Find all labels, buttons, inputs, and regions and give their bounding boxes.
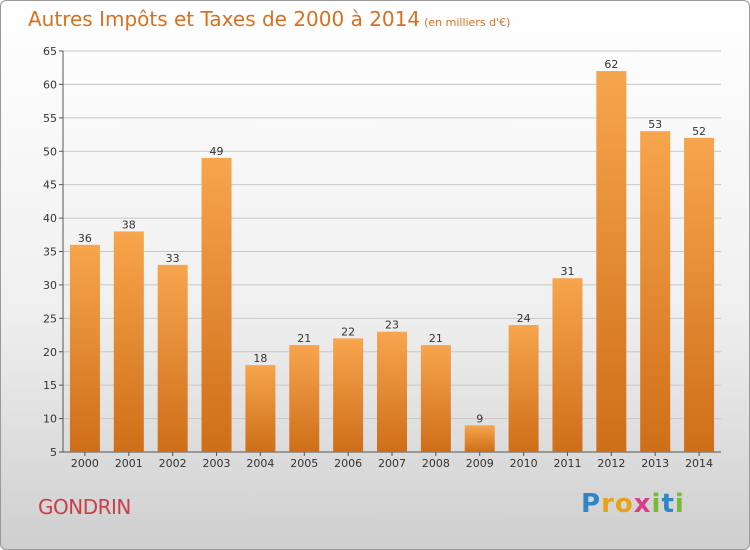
y-tick-label: 15 — [43, 379, 57, 392]
bar — [157, 264, 188, 452]
x-tick-label: 2009 — [466, 457, 494, 470]
y-tick-label: 5 — [50, 446, 57, 459]
x-tick-label: 2013 — [641, 457, 669, 470]
x-tick-label: 2012 — [597, 457, 625, 470]
x-tick-label: 2003 — [203, 457, 231, 470]
bar-value-label: 49 — [210, 145, 224, 158]
bar — [420, 345, 451, 452]
bar-value-label: 36 — [78, 232, 92, 245]
x-tick-label: 2008 — [422, 457, 450, 470]
x-tick-label: 2011 — [553, 457, 581, 470]
logo-letter: i — [651, 489, 662, 519]
bar-value-label: 22 — [341, 325, 355, 338]
bar — [201, 157, 232, 452]
chart-subtitle: (en milliers d'€) — [424, 16, 511, 29]
bar-value-label: 9 — [476, 412, 483, 425]
bar — [508, 325, 539, 452]
y-tick-label: 25 — [43, 312, 57, 325]
bar — [113, 231, 144, 452]
y-tick-label: 35 — [43, 246, 57, 259]
y-tick-label: 20 — [43, 346, 57, 359]
bar-value-label: 21 — [297, 332, 311, 345]
bar-value-label: 38 — [122, 218, 136, 231]
y-tick-label: 65 — [43, 45, 57, 58]
bar — [377, 331, 407, 452]
y-tick-label: 10 — [43, 413, 57, 426]
bar — [69, 244, 100, 452]
bar — [552, 278, 583, 452]
bar — [640, 131, 671, 452]
chart-title: Autres Impôts et Taxes de 2000 à 2014 (en… — [28, 7, 510, 31]
bar-value-label: 18 — [253, 352, 267, 365]
logo-letter: o — [614, 489, 634, 519]
bar — [289, 345, 320, 452]
chart-title-text: Autres Impôts et Taxes de 2000 à 2014 — [28, 7, 421, 31]
bar — [596, 71, 627, 453]
y-tick-label: 50 — [43, 145, 57, 158]
bar-value-label: 31 — [560, 265, 574, 278]
x-tick-label: 2010 — [510, 457, 538, 470]
proxiti-logo[interactable]: Proxiti — [581, 489, 685, 519]
x-tick-label: 2004 — [246, 457, 274, 470]
x-tick-label: 2007 — [378, 457, 406, 470]
logo-letter: t — [661, 489, 675, 519]
y-tick-label: 30 — [43, 279, 57, 292]
y-tick-label: 45 — [43, 179, 57, 192]
bar-value-label: 23 — [385, 319, 399, 332]
bar — [464, 425, 495, 452]
bar — [333, 338, 364, 452]
bar-value-label: 21 — [429, 332, 443, 345]
logo-letter: r — [601, 489, 615, 519]
x-tick-label: 2002 — [159, 457, 187, 470]
bar — [684, 137, 715, 452]
bar-value-label: 52 — [692, 125, 706, 138]
bar — [245, 365, 276, 452]
commune-name: GONDRIN — [38, 495, 131, 519]
y-tick-label: 40 — [43, 212, 57, 225]
bar-value-label: 33 — [166, 252, 180, 265]
logo-letter: i — [674, 489, 685, 519]
bar-value-label: 24 — [517, 312, 531, 325]
logo-letter: P — [581, 489, 602, 519]
x-tick-label: 2006 — [334, 457, 362, 470]
x-tick-label: 2005 — [290, 457, 318, 470]
y-tick-label: 55 — [43, 112, 57, 125]
x-tick-label: 2014 — [685, 457, 713, 470]
x-tick-label: 2000 — [71, 457, 99, 470]
x-tick-label: 2001 — [115, 457, 143, 470]
bar-value-label: 62 — [604, 58, 618, 71]
y-tick-label: 60 — [43, 78, 57, 91]
logo-letter: x — [633, 489, 652, 519]
bar-value-label: 53 — [648, 118, 662, 131]
